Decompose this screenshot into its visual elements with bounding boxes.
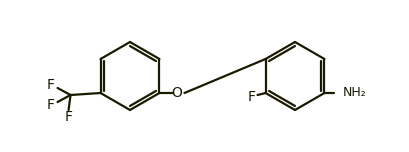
Text: NH₂: NH₂	[342, 86, 365, 100]
Text: F: F	[247, 90, 255, 104]
Text: F: F	[47, 78, 54, 92]
Text: F: F	[64, 110, 72, 124]
Text: F: F	[47, 98, 54, 112]
Text: O: O	[171, 86, 182, 100]
